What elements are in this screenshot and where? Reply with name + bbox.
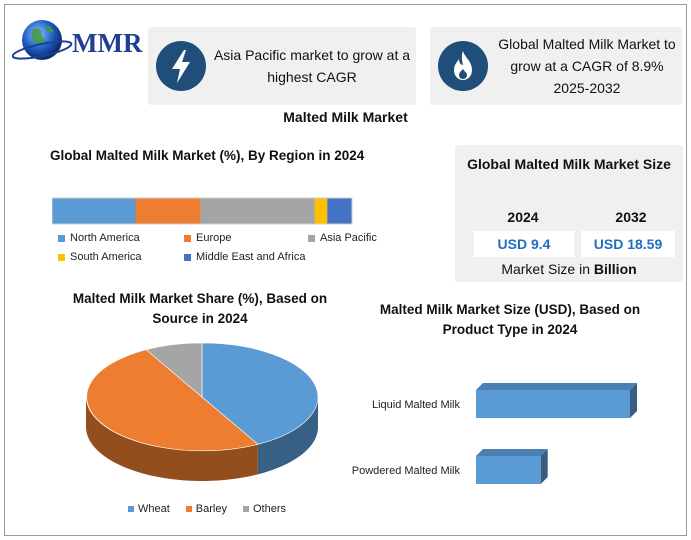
year-2024-label: 2024	[507, 209, 539, 225]
legend-swatch	[58, 253, 65, 261]
flame-icon	[454, 51, 472, 80]
region-bar-outline	[52, 197, 353, 225]
bar-side-0	[630, 383, 637, 418]
region-chart-title: Global Malted Milk Market (%), By Region…	[50, 148, 365, 163]
value-2024: USD 9.4	[474, 231, 574, 257]
legend-north-america: North America	[58, 232, 140, 244]
bar-top-1	[476, 449, 548, 456]
lightning-icon	[172, 50, 190, 83]
legend-europe: Europe	[184, 232, 231, 244]
bar-category-label: Liquid Malted Milk	[372, 399, 461, 411]
source-chart-title: Malted Milk Market Share (%), Based on S…	[72, 291, 328, 326]
legend-swatch	[308, 234, 315, 242]
legend-swatch	[184, 253, 191, 261]
legend-label: Barley	[195, 503, 227, 515]
product-chart-title: Malted Milk Market Size (USD), Based on …	[379, 302, 641, 337]
info-text-region: Asia Pacific market to grow at a highest…	[213, 47, 411, 85]
infographic-frame	[4, 4, 687, 536]
pie-side-0	[257, 397, 318, 475]
info-text-global: Global Malted Milk Market to grow at a C…	[498, 36, 676, 96]
info-icon-circle	[156, 41, 206, 91]
year-2032-label: 2032	[615, 209, 647, 225]
bar-side-1	[540, 449, 548, 484]
legend-swatch	[184, 234, 191, 242]
legend-label: North America	[70, 232, 140, 244]
info-icon-circle	[438, 41, 488, 91]
legend-swatch	[58, 234, 65, 242]
info-box-cagr-global: Global Malted Milk Market to grow at a C…	[430, 27, 682, 105]
bar-top-0	[476, 383, 637, 390]
region-segment-0	[52, 198, 136, 224]
legend-label: Europe	[196, 232, 232, 244]
legend-label: Middle East and Africa	[196, 251, 306, 263]
legend-middle-east-africa: Middle East and Africa	[184, 251, 305, 263]
main-title: Malted Milk Market	[283, 109, 408, 125]
note-prefix: Market Size in	[501, 261, 594, 277]
legend-wheat: Wheat	[128, 503, 170, 515]
market-size-title: Global Malted Milk Market Size	[467, 156, 671, 172]
info-box-cagr-region: Asia Pacific market to grow at a highest…	[148, 27, 416, 105]
note-unit: Billion	[593, 261, 637, 277]
legend-label: Wheat	[138, 503, 170, 515]
region-segment-4	[327, 198, 352, 224]
legend-barley: Barley	[185, 503, 227, 515]
pie-slice-barley	[86, 349, 259, 452]
legend-others: Others	[242, 503, 286, 515]
region-segment-1	[135, 198, 201, 224]
pie-slice-others	[145, 342, 203, 398]
region-legend: North America Europe Asia Pacific South …	[58, 232, 398, 268]
bar-liquid-malted-milk	[476, 390, 630, 418]
legend-label: Asia Pacific	[320, 232, 377, 244]
legend-swatch	[242, 506, 249, 512]
logo-text: MMR	[72, 28, 143, 58]
product-bar-chart: Liquid Malted Milk Powdered Malted Milk	[352, 383, 637, 484]
source-pie-chart	[86, 342, 319, 481]
pie-side-1	[86, 397, 258, 481]
globe-icon	[11, 20, 73, 60]
region-stacked-bar-chart	[52, 197, 353, 225]
legend-label: Others	[252, 503, 286, 515]
mmr-logo: MMR	[11, 14, 143, 70]
legend-asia-pacific: Asia Pacific	[308, 232, 377, 244]
legend-swatch	[128, 506, 134, 512]
value-2032: USD 18.59	[581, 231, 675, 257]
region-segment-3	[314, 198, 328, 224]
legend-south-america: South America	[58, 251, 142, 263]
market-size-panel: Global Malted Milk Market Size 2024 2032…	[455, 145, 683, 282]
market-size-note: Market Size in Billion	[455, 261, 683, 277]
bar-category-label: Powdered Malted Milk	[352, 465, 461, 477]
bar-powdered-malted-milk	[476, 456, 541, 484]
legend-swatch	[185, 506, 192, 512]
pie-slice-wheat	[201, 342, 319, 445]
legend-label: South America	[70, 251, 142, 263]
source-legend: Wheat Barley Others	[128, 503, 302, 515]
region-segment-2	[200, 198, 315, 224]
